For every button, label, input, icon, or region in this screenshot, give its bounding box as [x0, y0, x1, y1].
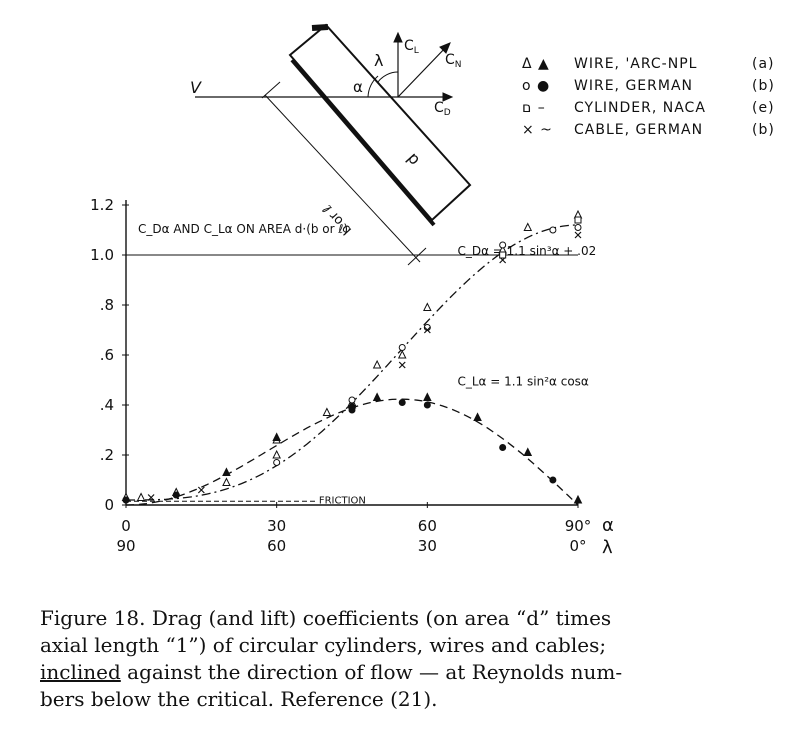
point-cross-2: [398, 361, 406, 369]
point-triangle-open-12: [523, 222, 533, 231]
point-circle-open-2: [348, 396, 356, 404]
legend-label-1: WIRE, 'ARC-NPL: [574, 56, 698, 72]
cn-arrowhead: [439, 42, 451, 54]
point-circle-filled-4: [423, 401, 431, 409]
point-square-open-0: [499, 251, 507, 259]
legend-ref-3: (e): [752, 100, 775, 116]
point-triangle-open-1: [136, 492, 146, 501]
y-tick-label-1: .2: [100, 446, 114, 464]
point-triangle-open-10: [423, 302, 432, 311]
point-circle-filled-1: [172, 491, 180, 499]
friction-label: FRICTION: [319, 495, 366, 506]
x-tick-label-3: 90°: [565, 517, 592, 535]
length-tick-1: [261, 81, 281, 99]
legend-symbols-1: Δ ▲: [522, 56, 550, 72]
point-triangle-open-8: [372, 359, 382, 369]
chart: 0 .2 .4 .6 .8 1.0 1.2 0 90 30 60 60 30 90° 0° αλ C_Dα AN…: [90, 196, 614, 558]
lift-curve-label: C_Lα = 1.1 sin²α cosα: [457, 375, 588, 389]
alpha-arc: [367, 75, 379, 98]
point-triangle-open-6: [322, 407, 332, 416]
point-triangle-open-9: [397, 349, 407, 359]
legend-label-3: CYLINDER, NACA: [574, 100, 706, 116]
y-tick-label-4: .8: [100, 296, 114, 314]
point-circle-filled-6: [549, 476, 557, 484]
point-triangle-filled-1: [272, 432, 281, 441]
point-cross-5: [574, 231, 582, 239]
x-tick-label2-3: 0°: [569, 537, 586, 555]
point-triangle-filled-5: [473, 412, 482, 421]
x-tick-label2-2: 30: [418, 537, 437, 555]
cylinder-shadow-edge: [290, 58, 436, 227]
caption-line-3-rest: against the direction of flow — at Reyno…: [120, 660, 623, 684]
point-cross-1: [197, 486, 205, 494]
y-tick-label-6: 1.2: [90, 196, 114, 214]
point-circle-filled-0: [122, 496, 130, 504]
x-tick-label2-1: 60: [267, 537, 286, 555]
point-circle-filled-3: [398, 399, 406, 406]
length-dimension-line: [264, 94, 421, 263]
cd-arrowhead: [442, 92, 454, 102]
length-tick-2: [407, 247, 427, 266]
point-circle-filled-2: [348, 406, 356, 414]
cl-label: CL: [404, 38, 419, 56]
point-triangle-open-3: [222, 477, 231, 486]
alpha-label: α: [353, 78, 363, 96]
legend-ref-1: (a): [752, 56, 775, 72]
point-circle-open-6: [549, 226, 557, 234]
caption-line-3: inclined against the direction of flow —…: [40, 659, 780, 686]
point-circle-open-5: [499, 241, 507, 249]
inclined-cylinder-sketch: [195, 23, 472, 266]
chart-title: C_Dα AND C_Lα ON AREA d·(b or ℓ): [138, 222, 348, 236]
cn-arrow: [397, 44, 449, 98]
point-square-open-1: [574, 216, 582, 224]
x-tick-label-1: 30: [267, 517, 286, 535]
cn-label: CN: [445, 52, 462, 70]
x-tick-label-2: 60: [418, 517, 437, 535]
legend-ref-4: (b): [752, 122, 775, 138]
caption-line-2: axial length “1”) of circular cylinders,…: [40, 633, 607, 657]
figure-caption: Figure 18. Drag (and lift) coefficients …: [40, 605, 780, 713]
y-tick-label-2: .4: [100, 396, 114, 414]
figure: V λ α CL CN CD b or ℓ d 0.2.4.6.81.01.20…: [90, 23, 614, 558]
cl-arrowhead: [393, 31, 403, 43]
x-tick-label-0: 0: [121, 517, 131, 535]
y-tick-label-5: 1.0: [90, 246, 114, 264]
point-triangle-filled-4: [423, 392, 432, 401]
legend-label-2: WIRE, GERMAN: [574, 78, 693, 94]
legend-ref-2: (b): [752, 78, 775, 94]
y-tick-label-0: 0: [104, 496, 114, 514]
point-triangle-filled-0: [222, 467, 231, 476]
cd-label: CD: [434, 100, 451, 118]
point-cross-3: [423, 326, 431, 334]
lambda-label: λ: [374, 51, 383, 70]
legend-symbols-4: × ~: [522, 122, 553, 138]
caption-underlined-word: inclined: [40, 660, 121, 684]
legend-symbols-2: o ●: [522, 78, 551, 94]
y-tick-label-3: .6: [100, 346, 114, 364]
point-triangle-open-4: [272, 449, 281, 459]
x-axis-label-lambda: λ: [602, 537, 613, 558]
caption-line-4: bers below the critical. Reference (21).: [40, 687, 438, 711]
drag-curve-label: C_Dα = 1.1 sin³α + .02: [457, 244, 596, 258]
point-triangle-filled-3: [372, 392, 382, 401]
point-triangle-filled-6: [523, 447, 533, 456]
lambda-arc: [377, 71, 399, 83]
point-circle-open-7: [574, 224, 582, 231]
caption-line-1: Figure 18. Drag (and lift) coefficients …: [40, 606, 612, 630]
cylinder-top-edge: [311, 24, 329, 31]
x-axis-label-alpha: α: [602, 515, 614, 536]
x-tick-label2-0: 90: [116, 537, 135, 555]
v-label: V: [190, 78, 202, 97]
point-triangle-filled-7: [573, 494, 583, 504]
legend-label-4: CABLE, GERMAN: [574, 122, 704, 138]
point-cross-0: [147, 494, 155, 501]
point-circle-open-3: [398, 344, 406, 351]
curve-drag: [126, 224, 579, 501]
curve-lift: [125, 398, 579, 506]
point-circle-open-1: [273, 459, 281, 466]
point-circle-filled-5: [499, 444, 507, 451]
legend-symbols-3: ם –: [522, 100, 546, 116]
